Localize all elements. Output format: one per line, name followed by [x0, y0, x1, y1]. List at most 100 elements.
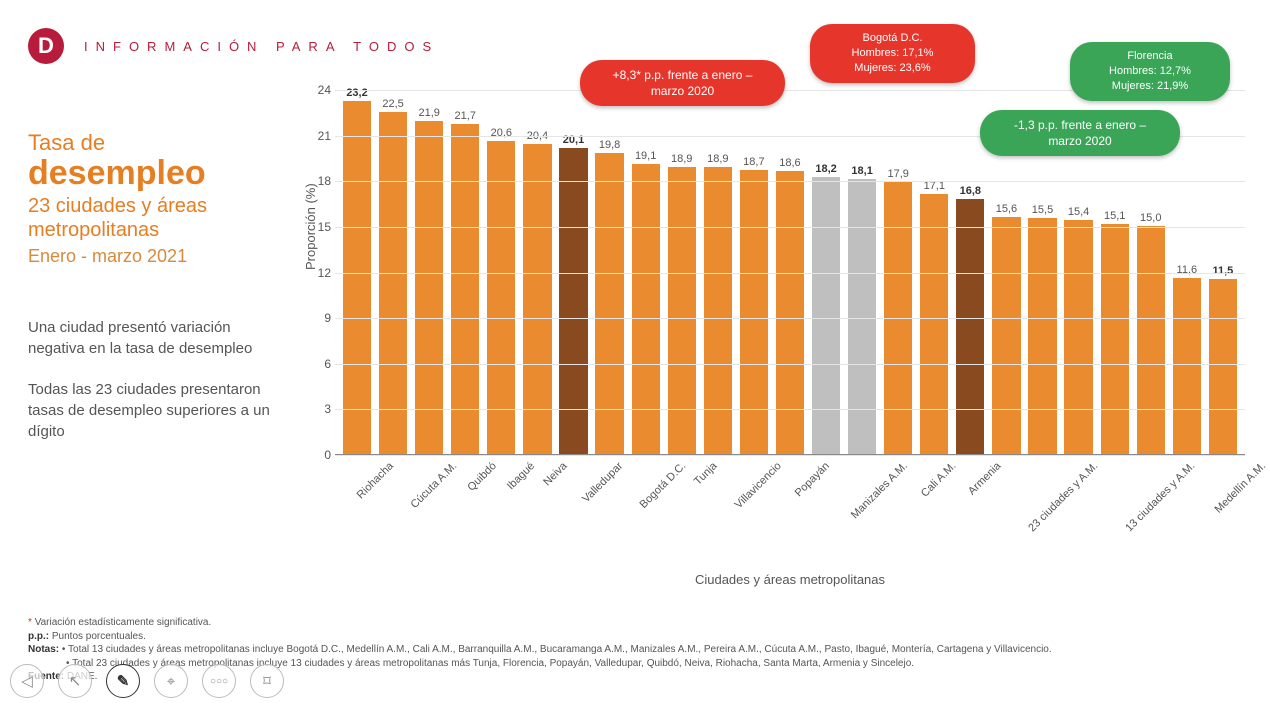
bar-value-label: 21,7	[455, 110, 476, 124]
bar	[632, 164, 660, 454]
bar-wrap: 21,7	[449, 124, 481, 454]
description-2: Todas las 23 ciudades presentaron tasas …	[28, 379, 288, 442]
x-tick-label: 23 ciudades y A.M.	[1026, 460, 1100, 534]
pen-button[interactable]: ✎	[106, 664, 140, 698]
x-tick-label: Neiva	[541, 460, 569, 488]
title-line1: Tasa de	[28, 130, 288, 156]
bar	[379, 112, 407, 454]
bar-value-label: 18,1	[851, 165, 872, 179]
logo: D	[28, 28, 64, 64]
y-tick: 0	[307, 448, 331, 462]
bar	[1137, 226, 1165, 454]
bar	[415, 121, 443, 454]
screen-button[interactable]: ⌑	[250, 664, 284, 698]
fn-asterisk-label: *	[28, 617, 32, 628]
title-line3: 23 ciudades y áreas metropolitanas	[28, 194, 288, 242]
title-line4: Enero - marzo 2021	[28, 246, 288, 267]
bar	[668, 167, 696, 454]
x-tick-label: Medellín A.M.	[1212, 460, 1268, 516]
bar	[559, 148, 587, 454]
x-tick-label: Cali A.M.	[919, 460, 959, 500]
bar-wrap: 15,0	[1135, 226, 1167, 454]
bar-value-label: 15,0	[1140, 212, 1161, 226]
callout-florencia-change: -1,3 p.p. frente a enero – marzo 2020	[980, 110, 1180, 156]
bar	[776, 171, 804, 454]
bar-value-label: 11,6	[1177, 264, 1198, 278]
callout-florencia-gender: Florencia Hombres: 12,7% Mujeres: 21,9%	[1070, 42, 1230, 101]
bar-wrap: 20,6	[485, 141, 517, 454]
bar-wrap: 21,9	[413, 121, 445, 454]
bar-value-label: 20,4	[527, 130, 548, 144]
bar-wrap: 18,1	[846, 179, 878, 454]
title-block: Tasa de desempleo 23 ciudades y áreas me…	[28, 130, 288, 267]
fn-notas-text-a: • Total 13 ciudades y áreas metropolitan…	[62, 644, 1052, 655]
bar-wrap: 18,6	[774, 171, 806, 454]
bar	[812, 177, 840, 454]
callout-line2: Mujeres: 21,9%	[1086, 79, 1214, 94]
tagline: INFORMACIÓN PARA TODOS	[84, 39, 439, 54]
bar	[740, 170, 768, 454]
left-panel: Tasa de desempleo 23 ciudades y áreas me…	[28, 130, 288, 462]
gridline	[335, 409, 1245, 410]
bar	[704, 167, 732, 454]
x-tick-label: Bogotá D.C.	[638, 460, 689, 511]
fn-pp-text: Puntos porcentuales.	[52, 631, 146, 642]
y-tick: 21	[307, 129, 331, 143]
x-axis-title: Ciudades y áreas metropolitanas	[335, 572, 1245, 587]
prev-slide-button[interactable]: ◁	[10, 664, 44, 698]
x-tick-label: Quibdó	[466, 460, 500, 494]
x-tick-label: Popayán	[793, 460, 832, 499]
bar	[956, 199, 984, 455]
bar-value-label: 20,6	[491, 127, 512, 141]
gridline	[335, 318, 1245, 319]
bar-value-label: 18,7	[743, 156, 764, 170]
gridline	[335, 227, 1245, 228]
bar	[451, 124, 479, 454]
y-tick: 6	[307, 357, 331, 371]
bar-wrap: 20,1	[557, 148, 589, 454]
bar	[487, 141, 515, 454]
gridline	[335, 181, 1245, 182]
bar	[523, 144, 551, 454]
fn-asterisk-text: Variación estadísticamente significativa…	[35, 617, 212, 628]
callout-bogota-change: +8,3* p.p. frente a enero – marzo 2020	[580, 60, 785, 106]
bar-wrap: 18,7	[738, 170, 770, 454]
bar-value-label: 17,9	[887, 168, 908, 182]
bar	[343, 101, 371, 454]
bar-value-label: 19,1	[635, 150, 656, 164]
x-tick-label: Tunja	[692, 460, 720, 488]
bar	[848, 179, 876, 454]
bar-wrap: 17,1	[918, 194, 950, 454]
bar-value-label: 15,4	[1068, 206, 1089, 220]
callout-title: Florencia	[1086, 49, 1214, 64]
gridline	[335, 364, 1245, 365]
x-tick-label: 13 ciudades y A.M.	[1123, 460, 1197, 534]
bar-wrap: 18,9	[702, 167, 734, 454]
y-tick: 24	[307, 83, 331, 97]
bar-wrap: 11,6	[1171, 278, 1203, 454]
laser-button[interactable]: ⌖	[154, 664, 188, 698]
callout-line1: Hombres: 17,1%	[826, 46, 959, 61]
bar-wrap: 20,4	[521, 144, 553, 454]
x-tick-label: Riohacha	[355, 460, 396, 501]
bar-value-label: 19,8	[599, 139, 620, 153]
bar	[1028, 218, 1056, 454]
bar-wrap: 16,8	[954, 199, 986, 455]
bar-value-label: 18,2	[815, 163, 836, 177]
bar	[1101, 224, 1129, 454]
callout-title: Bogotá D.C.	[826, 31, 959, 46]
x-labels: RiohachaCúcuta A.M.QuibdóIbaguéNeivaVall…	[341, 458, 1239, 470]
description-block: Una ciudad presentó variación negativa e…	[28, 317, 288, 442]
pointer-button[interactable]: ↖	[58, 664, 92, 698]
callout-line2: Mujeres: 23,6%	[826, 61, 959, 76]
x-tick-label: Ibagué	[505, 460, 537, 492]
more-button[interactable]: ○○○	[202, 664, 236, 698]
bar-wrap: 23,2	[341, 101, 373, 454]
title-line2: desempleo	[28, 156, 288, 190]
gridline	[335, 273, 1245, 274]
bar	[1064, 220, 1092, 454]
bar-wrap: 15,4	[1063, 220, 1095, 454]
bar-wrap: 15,6	[990, 217, 1022, 454]
fn-notas-label: Notas:	[28, 644, 59, 655]
callout-text: -1,3 p.p. frente a enero – marzo 2020	[1014, 118, 1146, 148]
